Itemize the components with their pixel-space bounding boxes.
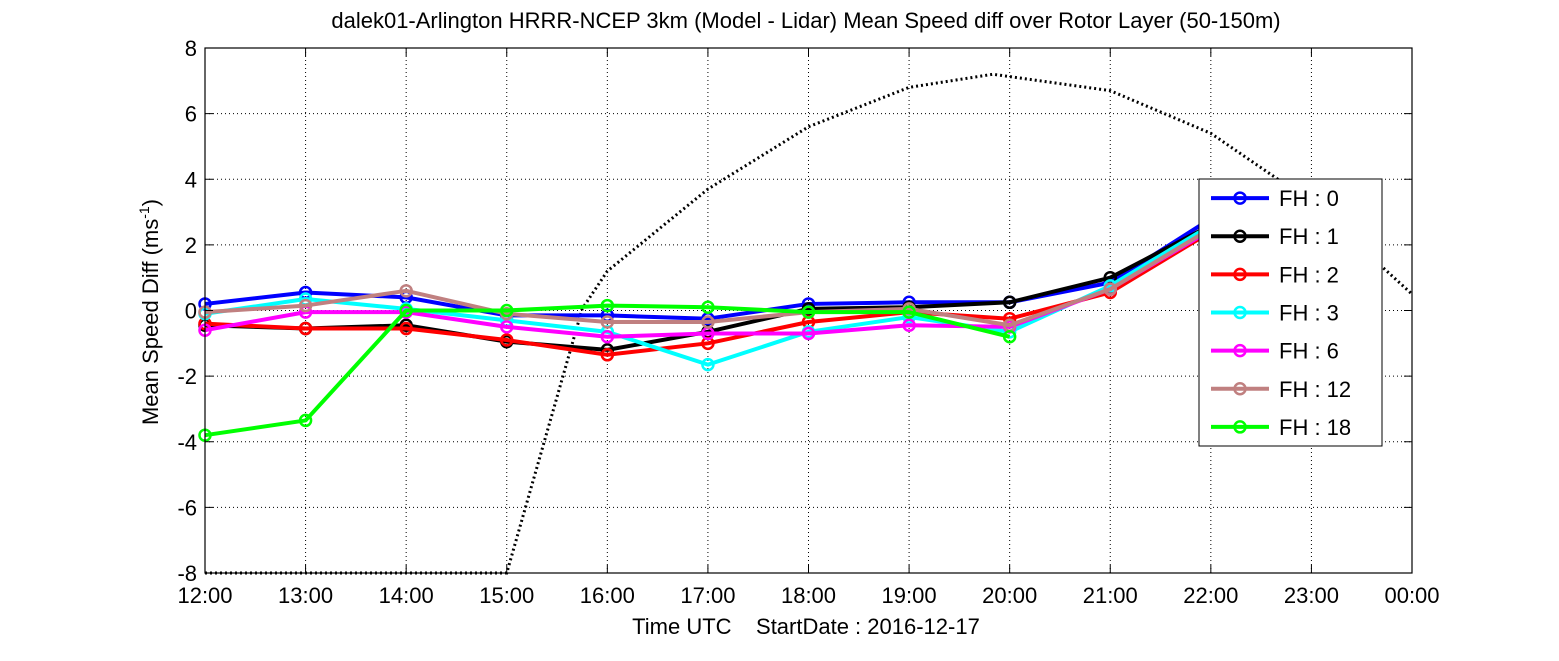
series-point xyxy=(1103,282,1117,296)
y-axis-label-end: ) xyxy=(138,199,163,206)
x-tick-label: 00:00 xyxy=(1384,583,1439,608)
series-point xyxy=(1002,295,1017,310)
y-tick-label: 6 xyxy=(185,102,197,127)
series-point xyxy=(500,303,514,318)
x-tick-label: 15:00 xyxy=(479,583,534,608)
x-tick-label: 12:00 xyxy=(177,583,232,608)
series-line-dotted-reference xyxy=(205,72,1414,575)
legend-marker xyxy=(1233,267,1247,282)
series-line xyxy=(204,303,1011,438)
plot-area: -8 -6 -4 -2 0 2 4 6 8 12:00 13:00 14:00 15:00 16:00 17… xyxy=(177,36,1439,608)
series-point xyxy=(701,315,715,329)
legend-label: FH : 0 xyxy=(1279,186,1339,211)
legend-marker xyxy=(1233,343,1247,358)
x-axis-label: Time UTC StartDate : 2016-12-17 xyxy=(632,614,980,639)
series-point xyxy=(399,303,413,318)
series-point xyxy=(600,348,615,362)
legend-label: FH : 3 xyxy=(1279,301,1339,326)
y-tick-label: -6 xyxy=(177,495,197,520)
legend-marker xyxy=(1233,305,1247,320)
series-point xyxy=(298,321,313,336)
series-line xyxy=(204,226,1212,328)
y-tick-label: -2 xyxy=(177,364,197,389)
legend-label: FH : 6 xyxy=(1279,339,1339,364)
legend-label: FH : 18 xyxy=(1279,415,1351,440)
x-tick-label: 17:00 xyxy=(680,583,735,608)
series-point xyxy=(399,284,413,298)
series-point xyxy=(500,320,514,334)
legend-label: FH : 12 xyxy=(1279,377,1351,402)
legend-marker xyxy=(1233,420,1247,434)
series-point xyxy=(298,413,313,428)
x-tick-label: 13:00 xyxy=(278,583,333,608)
x-tick-label: 14:00 xyxy=(379,583,434,608)
series-point xyxy=(902,318,916,333)
x-tick-label: 16:00 xyxy=(580,583,635,608)
x-tick-label: 21:00 xyxy=(1083,583,1138,608)
series-point xyxy=(1002,330,1017,344)
legend-marker xyxy=(1233,229,1247,243)
y-axis-label-main: Mean Speed Diff (ms xyxy=(138,219,163,425)
legend: FH : 0 FH : 1 FH : 2 FH : 3 FH : 6 FH : 12 FH … xyxy=(1198,178,1383,447)
series-point xyxy=(801,326,816,341)
y-tick-label: -4 xyxy=(177,430,197,455)
x-tick-label: 19:00 xyxy=(882,583,937,608)
y-tick-label: -8 xyxy=(177,561,197,586)
y-tick-label: 4 xyxy=(185,167,197,192)
x-tick-label: 18:00 xyxy=(781,583,836,608)
legend-label: FH : 1 xyxy=(1279,224,1339,249)
series-line xyxy=(204,223,1212,367)
chart-title: dalek01-Arlington HRRR-NCEP 3km (Model -… xyxy=(331,8,1280,33)
series-point xyxy=(701,357,715,372)
y-tick-label: 0 xyxy=(185,299,197,324)
series-point xyxy=(600,330,615,344)
series-point xyxy=(500,333,514,347)
series-point xyxy=(600,315,615,329)
x-tick-label: 22:00 xyxy=(1183,583,1238,608)
y-tick-label: 8 xyxy=(185,36,197,61)
x-tick-label: 20:00 xyxy=(982,583,1037,608)
x-tick-label: 23:00 xyxy=(1284,583,1339,608)
legend-marker xyxy=(1233,382,1247,396)
series-point xyxy=(801,305,816,319)
series-line xyxy=(204,230,1212,357)
series-point xyxy=(399,321,413,336)
legend-label: FH : 2 xyxy=(1279,262,1339,287)
y-axis-label: Mean Speed Diff (ms-1) xyxy=(136,199,163,425)
series-line xyxy=(204,223,1212,352)
y-tick-label: 2 xyxy=(185,233,197,258)
legend-marker xyxy=(1233,191,1247,205)
series-point xyxy=(902,305,916,319)
series-point xyxy=(298,298,313,313)
series-point xyxy=(701,300,715,314)
y-axis-label-exponent: -1 xyxy=(136,206,152,219)
series-point xyxy=(600,298,615,313)
